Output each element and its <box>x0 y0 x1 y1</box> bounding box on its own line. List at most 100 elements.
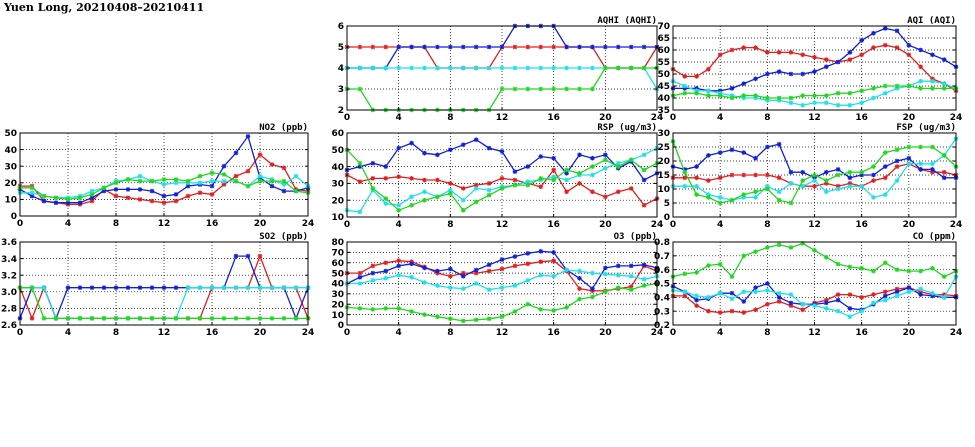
co-cyan-point <box>706 295 711 300</box>
rsp-xtick-label: 0 <box>344 220 350 230</box>
fsp-title: FSP (ug/m3) <box>896 123 956 133</box>
aqhi-cyan-point <box>435 65 440 71</box>
no2-ytick-label: 50 <box>4 129 17 139</box>
aqhi-cyan-point <box>486 65 492 71</box>
aqhi-green-point <box>628 65 634 71</box>
rsp-cyan-point <box>357 209 363 215</box>
o3-blue-point <box>590 286 595 291</box>
aqi-cyan-point <box>835 102 841 108</box>
fsp-blue-point <box>753 155 758 161</box>
no2-blue-point <box>161 193 167 199</box>
no2-cyan-point <box>29 190 35 196</box>
so2-red-point <box>29 316 35 321</box>
rsp-cyan-point <box>641 152 647 158</box>
co-ytick-label: 0.7 <box>654 252 670 262</box>
o3-blue-point <box>577 276 582 281</box>
o3-green-point <box>499 314 505 319</box>
so2-xtick-label: 24 <box>302 328 315 338</box>
co-green-point <box>812 248 817 253</box>
aqi-red-point <box>918 64 923 70</box>
no2-blue-point <box>29 193 35 199</box>
rsp-cyan-point <box>551 174 556 179</box>
o3-red-point <box>396 258 401 263</box>
aqi-green-point <box>847 90 853 96</box>
o3-green-point <box>564 305 569 310</box>
aqhi-blue-point <box>603 44 608 50</box>
rsp-red-point <box>590 189 595 195</box>
rsp-blue-point <box>590 155 595 161</box>
aqi-red-point <box>729 47 735 53</box>
co-green-point <box>729 274 735 279</box>
aqi-green-point <box>835 90 841 96</box>
rsp-title: RSP (ug/m3) <box>597 123 657 133</box>
aqi-ytick-label: 50 <box>657 70 670 80</box>
rsp-panel: 10 20 30 40 50 60 0 4 8 12 16 20 24 RSP (ug/m3) <box>331 123 663 230</box>
so2-ytick-label: 3.6 <box>1 238 17 248</box>
no2-xtick-label: 24 <box>302 219 315 229</box>
rsp-green-point <box>370 186 376 191</box>
co-red-point <box>882 289 888 295</box>
no2-red-point <box>233 173 239 179</box>
no2-blue-point <box>221 163 227 169</box>
aqi-red-point <box>717 52 723 58</box>
aqi-red-point <box>859 52 864 58</box>
o3-red-point <box>370 263 376 269</box>
no2-ytick-label: 20 <box>4 179 17 189</box>
aqhi-blue-point <box>641 44 647 50</box>
o3-blue-point <box>370 270 376 276</box>
so2-blue-point <box>89 285 95 290</box>
aqhi-cyan-point <box>448 65 453 71</box>
fsp-series-blue <box>670 141 959 181</box>
rsp-green-point <box>590 164 595 169</box>
aqi-cyan-point <box>894 86 900 91</box>
fsp-blue-point <box>776 141 782 147</box>
co-green-point <box>717 261 723 267</box>
fsp-red-point <box>776 175 782 181</box>
o3-red-point <box>486 268 492 274</box>
aqhi-title: AQHI (AQHI) <box>597 16 657 26</box>
aqhi-red-point <box>512 44 518 50</box>
o3-green-point <box>628 287 634 293</box>
aqi-blue-point <box>812 69 817 74</box>
o3-ytick-label: 20 <box>331 300 344 310</box>
fsp-green-point <box>835 172 841 178</box>
o3-cyan-point <box>499 285 505 290</box>
aqhi-green-point <box>603 65 608 71</box>
aqhi-cyan-point <box>551 65 556 71</box>
co-cyan-point <box>930 290 935 296</box>
aqi-green-point <box>765 95 770 101</box>
fsp-ytick-label: 30 <box>657 129 670 139</box>
aqi-blue-point <box>930 52 935 58</box>
o3-blue-point <box>409 261 414 267</box>
fsp-ytick-label: 25 <box>657 143 670 153</box>
no2-blue-point <box>245 134 251 139</box>
so2-green-point <box>53 316 59 321</box>
fsp-xtick-label: 0 <box>670 220 676 230</box>
no2-cyan-point <box>197 180 203 186</box>
rsp-cyan-point <box>422 189 427 195</box>
co-blue-point <box>930 293 935 299</box>
fsp-red-point <box>882 175 888 181</box>
aqi-red-point <box>847 57 853 62</box>
aqhi-cyan-point <box>512 65 518 71</box>
so2-green-point <box>101 316 107 321</box>
so2-blue-point <box>173 285 179 290</box>
so2-green-point <box>269 316 275 321</box>
rsp-green-point <box>499 186 505 191</box>
no2-red-point <box>257 152 263 157</box>
fsp-xtick-label: 24 <box>950 220 963 230</box>
aqi-green-point <box>918 86 923 91</box>
so2-cyan-point <box>293 285 299 290</box>
rsp-green-point <box>422 197 427 203</box>
o3-green-point <box>409 309 414 314</box>
fsp-green-point <box>776 197 782 203</box>
fsp-red-point <box>694 175 699 181</box>
co-panel: 0.2 0.3 0.4 0.5 0.6 0.7 0.8 0 4 8 12 16 20 24 CO (ppm) <box>654 232 962 338</box>
co-green-point <box>741 253 747 259</box>
so2-cyan-point <box>269 285 275 290</box>
rsp-blue-point <box>409 140 414 146</box>
co-cyan-point <box>741 289 747 295</box>
co-cyan-point <box>729 296 735 302</box>
aqi-blue-point <box>682 86 688 91</box>
aqhi-blue-point <box>435 44 440 50</box>
